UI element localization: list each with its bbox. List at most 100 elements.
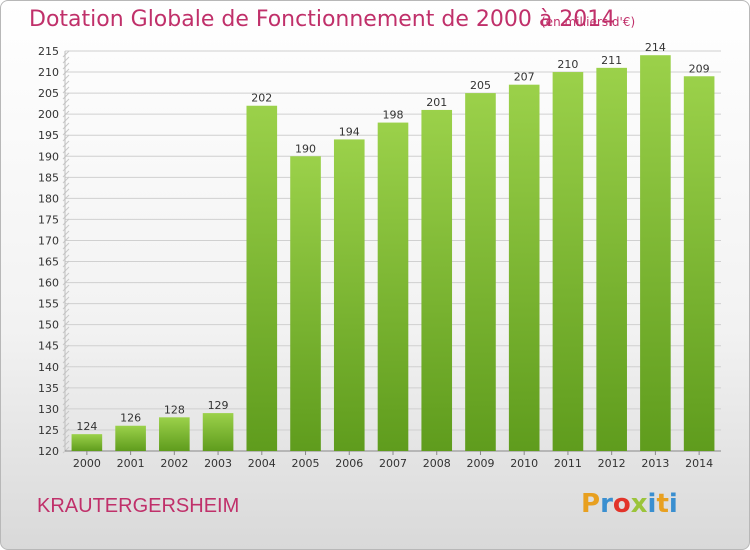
axis-hatch bbox=[62, 404, 70, 412]
axis-hatch bbox=[62, 194, 70, 202]
y-tick-label: 160 bbox=[38, 277, 59, 290]
axis-hatch bbox=[62, 236, 70, 244]
logo-letter: i bbox=[668, 489, 678, 519]
y-tick-label: 195 bbox=[38, 129, 59, 142]
axis-hatch bbox=[62, 278, 70, 286]
logo-letter: o bbox=[612, 489, 631, 519]
axis-hatch bbox=[62, 230, 70, 238]
y-tick-label: 150 bbox=[38, 319, 59, 332]
y-tick-label: 175 bbox=[38, 213, 59, 226]
x-tick-label: 2001 bbox=[117, 457, 145, 470]
x-tick-label: 2005 bbox=[292, 457, 320, 470]
axis-hatch bbox=[62, 296, 70, 304]
x-tick-label: 2012 bbox=[598, 457, 626, 470]
bars bbox=[71, 55, 715, 452]
y-tick-label: 215 bbox=[38, 45, 59, 58]
axis-hatch bbox=[62, 392, 70, 400]
x-tick-label: 2014 bbox=[685, 457, 713, 470]
value-label: 207 bbox=[514, 71, 535, 84]
logo-letter: t bbox=[656, 489, 669, 519]
bar bbox=[421, 109, 453, 452]
y-tick-label: 125 bbox=[38, 424, 59, 437]
y-tick-label: 190 bbox=[38, 150, 59, 163]
axis-hatch bbox=[62, 242, 70, 250]
value-label: 198 bbox=[383, 109, 404, 122]
logo-letter: x bbox=[630, 489, 648, 519]
axis-hatch bbox=[62, 92, 70, 100]
bar bbox=[596, 67, 627, 451]
axis-hatch bbox=[62, 68, 70, 76]
axis-hatch bbox=[62, 422, 70, 430]
chart-title: Dotation Globale de Fonctionnement de 20… bbox=[29, 7, 616, 32]
axis-hatch bbox=[62, 356, 70, 364]
value-label: 214 bbox=[645, 41, 666, 54]
axis-hatch bbox=[62, 290, 70, 298]
bar bbox=[115, 425, 146, 451]
axis-hatch bbox=[62, 218, 70, 226]
axis-hatch bbox=[62, 446, 70, 454]
y-tick-label: 205 bbox=[38, 87, 59, 100]
axis-hatch bbox=[62, 428, 70, 436]
x-tick-label: 2002 bbox=[160, 457, 188, 470]
axis-hatch bbox=[62, 158, 70, 166]
axis-hatch bbox=[62, 368, 70, 376]
axis-hatch bbox=[62, 122, 70, 130]
axis-hatch bbox=[62, 140, 70, 148]
y-tick-label: 200 bbox=[38, 108, 59, 121]
axis-hatch bbox=[62, 170, 70, 178]
bar bbox=[159, 417, 190, 451]
bar bbox=[202, 413, 234, 451]
value-label: 194 bbox=[339, 125, 360, 138]
axis-hatch bbox=[62, 224, 70, 232]
axis-hatch bbox=[62, 116, 70, 124]
axis-hatch bbox=[62, 332, 70, 340]
value-label: 210 bbox=[557, 58, 578, 71]
value-label: 202 bbox=[251, 92, 272, 105]
axis-hatch bbox=[62, 272, 70, 280]
x-tick-label: 2000 bbox=[73, 457, 101, 470]
value-label: 124 bbox=[76, 420, 97, 433]
bar bbox=[246, 105, 278, 451]
bar bbox=[508, 84, 540, 452]
x-tick-label: 2009 bbox=[466, 457, 494, 470]
y-tick-label: 210 bbox=[38, 66, 59, 79]
commune-name: KRAUTERGERSHEIM bbox=[37, 495, 240, 517]
y-tick-label: 180 bbox=[38, 192, 59, 205]
y-tick-label: 170 bbox=[38, 234, 59, 247]
axis-hatch bbox=[62, 152, 70, 160]
axis-hatch bbox=[62, 50, 70, 58]
axis-hatch bbox=[62, 410, 70, 418]
logo-letter: r bbox=[600, 489, 613, 519]
axis-hatch bbox=[62, 326, 70, 334]
axis-hatch bbox=[62, 374, 70, 382]
axis-hatch bbox=[62, 56, 70, 64]
axis-hatch bbox=[62, 134, 70, 142]
value-label: 128 bbox=[164, 403, 185, 416]
bar bbox=[71, 434, 103, 451]
x-tick-label: 2008 bbox=[423, 457, 451, 470]
value-label: 201 bbox=[426, 96, 447, 109]
chart-subtitle: (en milliers d'€) bbox=[541, 15, 636, 29]
axis-hatch bbox=[62, 110, 70, 118]
axis-hatch bbox=[62, 320, 70, 328]
y-tick-label: 145 bbox=[38, 340, 59, 353]
value-label: 211 bbox=[601, 54, 622, 67]
axis-hatch bbox=[62, 98, 70, 106]
axis-hatch bbox=[62, 128, 70, 136]
axis-hatch bbox=[62, 104, 70, 112]
value-label: 190 bbox=[295, 142, 316, 155]
axis-hatch bbox=[62, 314, 70, 322]
x-tick-label: 2006 bbox=[335, 457, 363, 470]
axis-hatch bbox=[62, 248, 70, 256]
y-tick-label: 130 bbox=[38, 403, 59, 416]
y-tick-label: 135 bbox=[38, 382, 59, 395]
y-tick-label: 120 bbox=[38, 445, 59, 458]
logo-letter: P bbox=[581, 489, 601, 519]
axis-hatch bbox=[62, 344, 70, 352]
y-tick-label: 185 bbox=[38, 171, 59, 184]
x-tick-label: 2013 bbox=[641, 457, 669, 470]
bar bbox=[465, 93, 496, 452]
axis-hatch bbox=[62, 440, 70, 448]
